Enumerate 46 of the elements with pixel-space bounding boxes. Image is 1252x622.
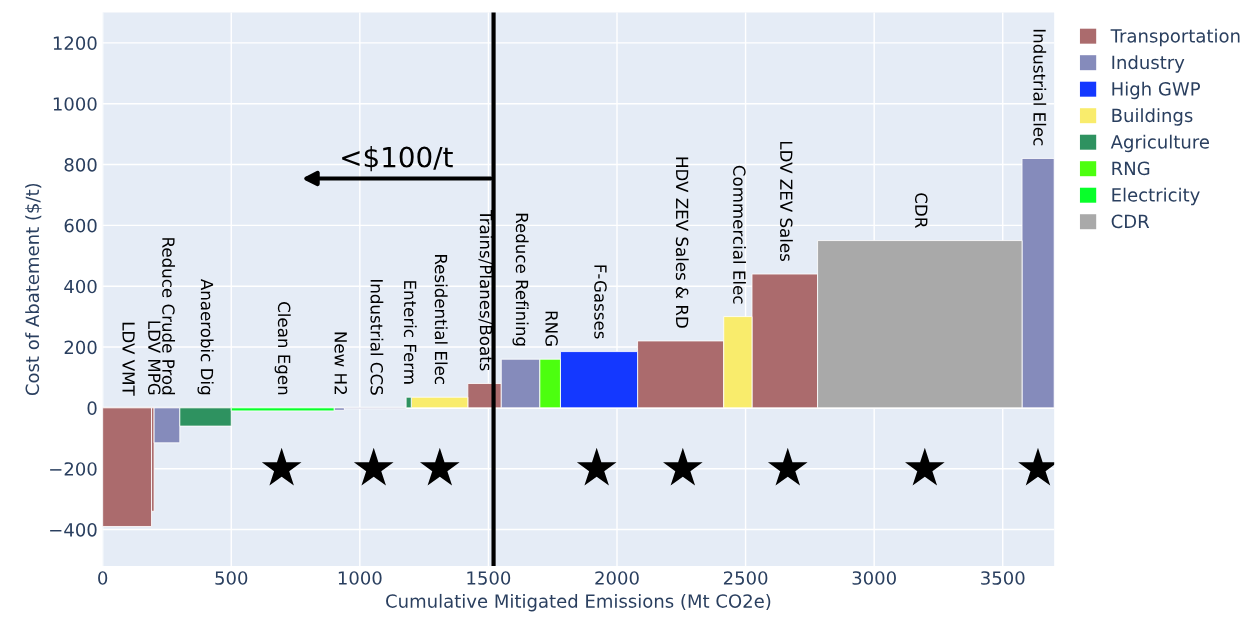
y-tick-label: 200 <box>64 340 97 355</box>
annotation: Commercial Elec <box>733 165 746 304</box>
annotation: LDV VMT <box>122 322 135 396</box>
legend-label: High GWP <box>1112 81 1200 100</box>
y-tick-label: 600 <box>64 218 97 233</box>
y-tick-label: −400 <box>50 522 97 537</box>
y-tick-label: 0 <box>87 401 97 415</box>
legend-label: Buildings <box>1112 108 1193 126</box>
y-tick-label: 400 <box>64 279 97 294</box>
x-tick-label: 1000 <box>338 571 382 585</box>
annotation: Enteric Ferm <box>403 281 417 384</box>
annotation: LDV MPG <box>147 321 161 395</box>
annotation: Clean Egen <box>274 302 291 395</box>
ref-line-label: <$100/t <box>342 146 453 172</box>
x-tick-label: 0 <box>98 571 108 585</box>
y-axis-title: Cost of Abatement ($/t) <box>25 183 42 396</box>
x-tick-label: 2000 <box>595 571 639 585</box>
legend-label: Electricity <box>1112 187 1200 206</box>
x-tick-label: 3000 <box>852 571 896 585</box>
y-tick-label: 1200 <box>53 36 97 50</box>
annotation: Anaerobic Dig <box>197 278 214 395</box>
legend-label: Agriculture <box>1110 134 1209 153</box>
legend-label: CDR <box>1111 214 1150 229</box>
annotation: CDR <box>914 193 928 228</box>
legend-label: Transportation <box>1110 28 1240 47</box>
annotation: HDV ZEV Sales & RD <box>675 157 689 328</box>
annotation: New H2 <box>334 332 348 395</box>
y-tick-label: −200 <box>50 462 97 476</box>
annotation: Industrial CCS <box>370 280 384 395</box>
annotation: Industrial Elec <box>1033 29 1047 146</box>
legend-label: Industry <box>1112 55 1185 73</box>
annotation: Reduce Refining <box>512 213 529 346</box>
x-tick-label: 500 <box>215 571 248 585</box>
x-tick-label: 2500 <box>723 571 768 585</box>
annotation: F-Gasses <box>594 265 607 339</box>
annotation: RNG <box>545 311 558 346</box>
x-tick-label: 1500 <box>467 571 511 585</box>
annotation: Residential Elec <box>434 255 448 385</box>
x-tick-label: 3500 <box>981 571 1025 585</box>
annotation: LDV ZEV Sales <box>779 141 793 262</box>
x-axis-title: Cumulative Mitigated Emissions (Mt CO2e) <box>386 593 771 612</box>
y-tick-label: 1000 <box>53 97 97 111</box>
annotation: Reduce Crude Prod <box>162 238 176 395</box>
legend-label: RNG <box>1112 161 1150 176</box>
y-tick-label: 800 <box>64 157 97 172</box>
annotation: Trains/Planes/Boats <box>478 209 493 371</box>
